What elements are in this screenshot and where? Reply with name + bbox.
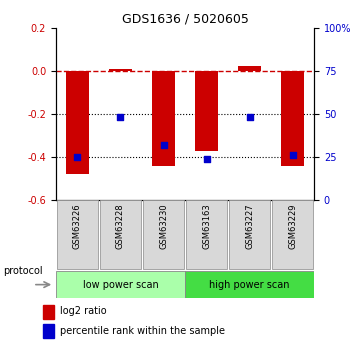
Bar (272, 200, 313, 269)
Title: GDS1636 / 5020605: GDS1636 / 5020605 (122, 12, 248, 25)
Bar (185, 271, 314, 298)
Text: protocol: protocol (4, 266, 43, 276)
Text: log2 ratio: log2 ratio (60, 306, 106, 316)
Text: high power scan: high power scan (209, 280, 290, 289)
Bar (281, 71, 304, 166)
Text: GSM63163: GSM63163 (202, 204, 211, 249)
Text: GSM63227: GSM63227 (245, 204, 254, 249)
Bar (66, 71, 89, 174)
Bar (143, 200, 184, 269)
Point (161, 142, 166, 148)
Bar (100, 200, 141, 269)
Bar (238, 66, 261, 71)
Text: GSM63229: GSM63229 (288, 204, 297, 249)
Bar (43, 305, 55, 318)
Point (204, 156, 209, 161)
Bar (56, 271, 185, 298)
Bar (152, 71, 175, 166)
Bar (43, 325, 55, 338)
Text: low power scan: low power scan (83, 280, 158, 289)
Point (247, 115, 252, 120)
Text: percentile rank within the sample: percentile rank within the sample (60, 326, 225, 336)
Text: GSM63226: GSM63226 (73, 204, 82, 249)
Text: GSM63230: GSM63230 (159, 204, 168, 249)
Bar (57, 200, 98, 269)
Bar (186, 200, 227, 269)
Text: GSM63228: GSM63228 (116, 204, 125, 249)
Bar (229, 200, 270, 269)
Point (118, 115, 123, 120)
Bar (195, 71, 218, 150)
Point (75, 154, 81, 160)
Bar (109, 69, 132, 71)
Point (290, 152, 295, 158)
